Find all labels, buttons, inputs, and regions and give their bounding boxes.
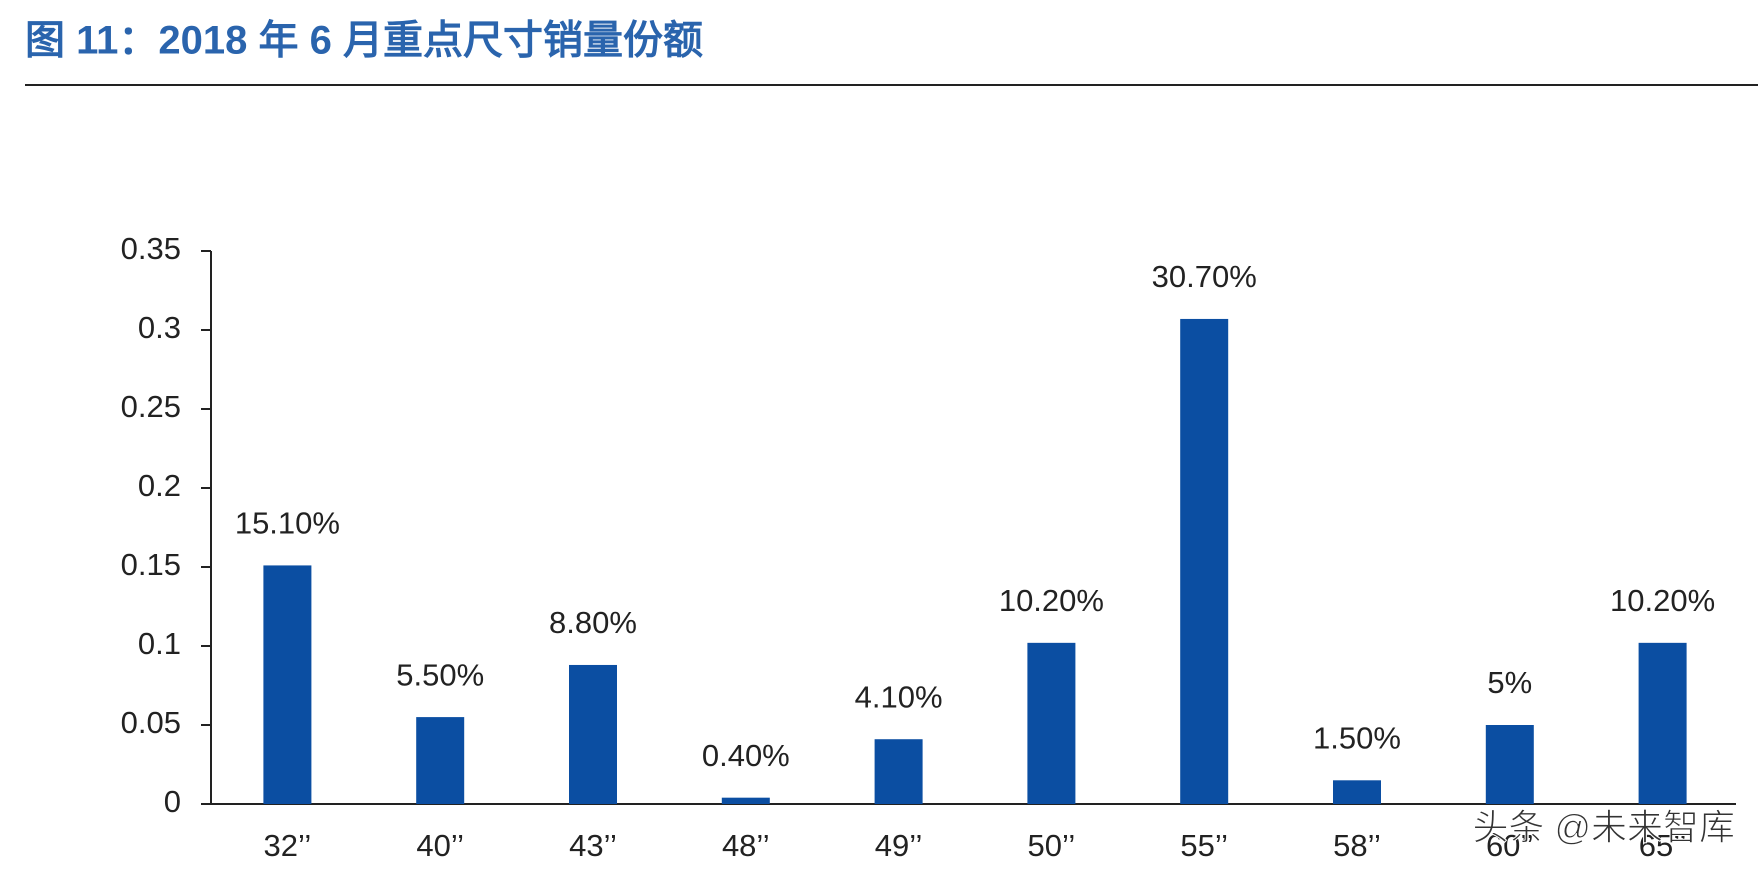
- bar: [569, 664, 617, 804]
- x-tick-label: 58’’: [1333, 828, 1381, 863]
- value-label: 5%: [1487, 665, 1532, 700]
- value-label: 5.50%: [396, 657, 484, 692]
- x-tick-label: 50’’: [1028, 828, 1076, 863]
- value-label: 15.10%: [235, 506, 340, 541]
- y-tick-label: 0.05: [121, 705, 181, 740]
- x-tick-label: 48’’: [722, 828, 770, 863]
- chart-title: 图 11：2018 年 6 月重点尺寸销量份额: [25, 19, 703, 63]
- x-tick-label: 40’’: [416, 828, 464, 863]
- bar: [721, 797, 770, 804]
- y-tick-label: 0.35: [121, 231, 181, 266]
- y-tick-label: 0: [164, 784, 181, 819]
- y-tick-label: 0.3: [138, 310, 181, 345]
- bar: [263, 565, 312, 804]
- watermark: 头条 @未来智库: [1472, 807, 1735, 848]
- x-tick-label: 55’’: [1180, 828, 1228, 863]
- bar: [1180, 318, 1229, 804]
- value-label: 8.80%: [549, 605, 637, 640]
- value-label: 10.20%: [1610, 583, 1715, 618]
- value-label: 4.10%: [855, 679, 943, 714]
- x-tick-label: 32’’: [264, 828, 312, 863]
- bar: [874, 739, 923, 804]
- value-label: 1.50%: [1313, 720, 1401, 755]
- x-tick-label: 65’’: [1639, 828, 1687, 863]
- value-label: 30.70%: [1152, 259, 1257, 294]
- bar: [1485, 725, 1534, 804]
- y-tick-label: 0.1: [138, 626, 181, 661]
- bar: [1638, 642, 1687, 804]
- y-tick-label: 0.2: [138, 468, 181, 503]
- x-tick-label: 60’’: [1486, 828, 1534, 863]
- bar: [1333, 780, 1381, 804]
- x-tick-label: 43’’: [569, 828, 617, 863]
- bar: [1027, 642, 1076, 804]
- bar: [416, 717, 465, 804]
- x-tick-label: 49’’: [875, 828, 923, 863]
- y-tick-label: 0.15: [121, 547, 181, 582]
- value-label: 10.20%: [999, 583, 1104, 618]
- value-label: 0.40%: [702, 738, 790, 773]
- y-tick-label: 0.25: [121, 389, 181, 424]
